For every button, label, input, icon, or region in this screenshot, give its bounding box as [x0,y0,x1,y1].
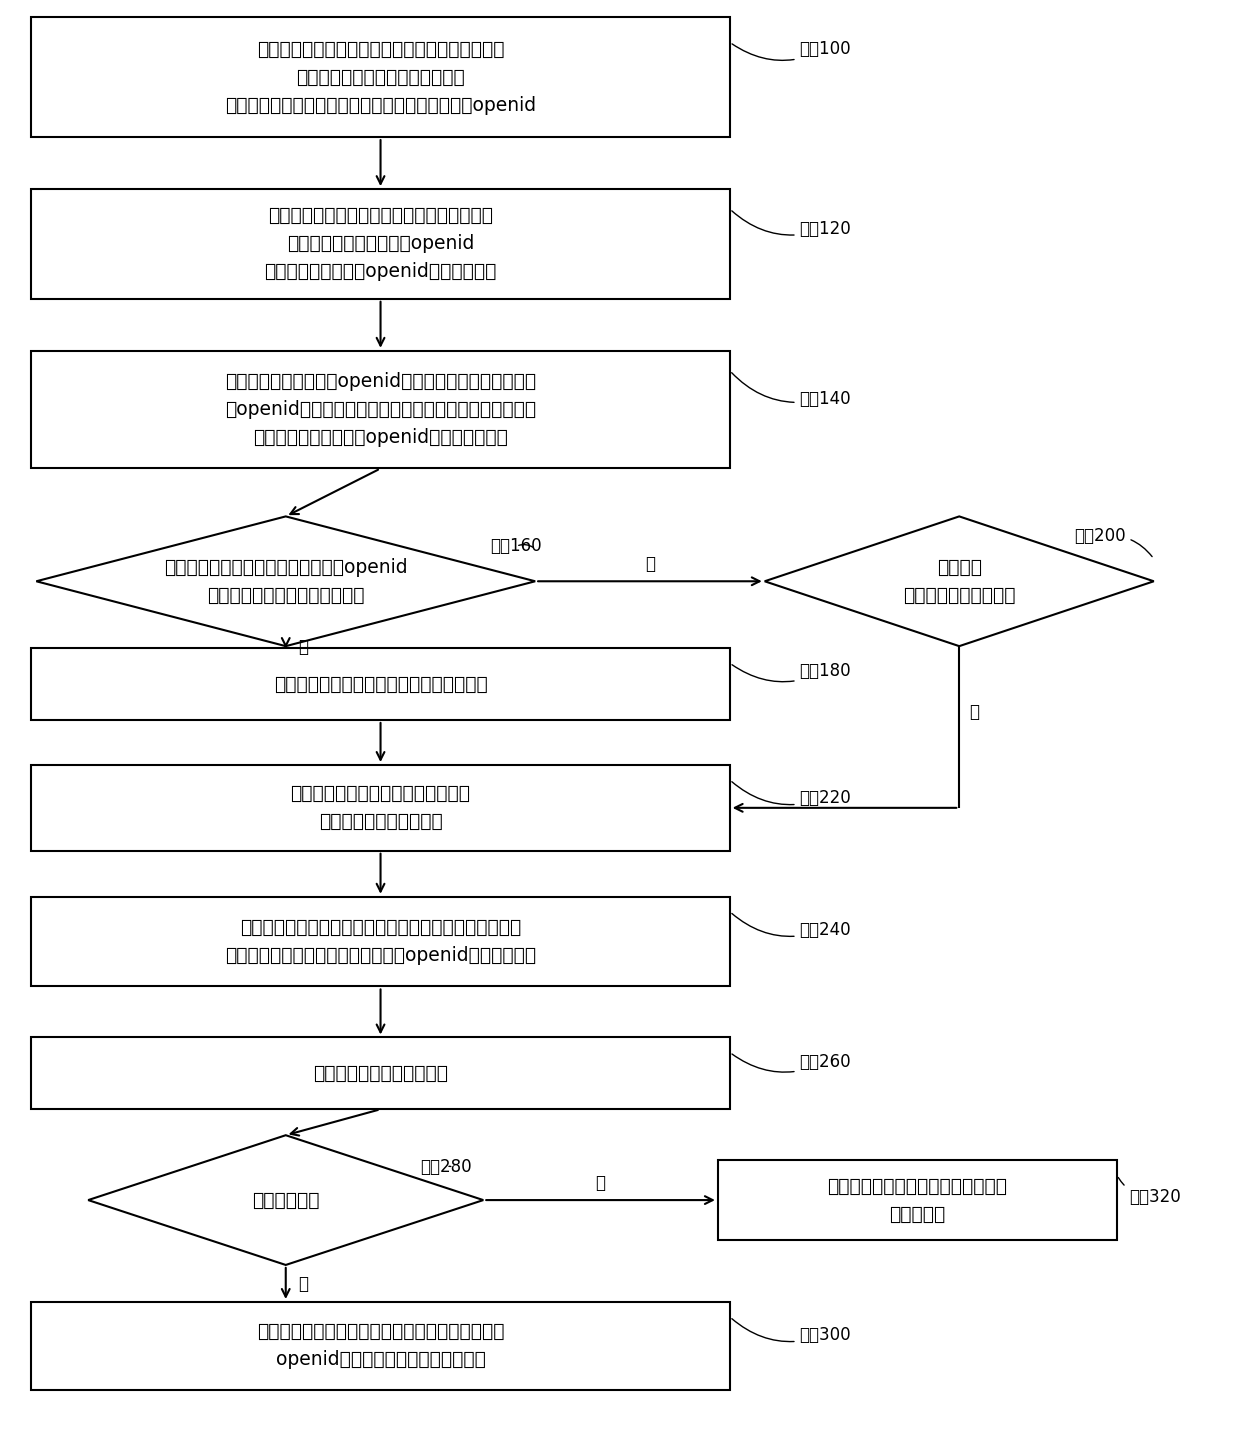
Text: 步骤220: 步骤220 [732,782,852,807]
Text: 否: 否 [645,555,655,573]
Polygon shape [36,516,536,646]
Text: 步骤120: 步骤120 [732,211,852,239]
Text: 步骤280: 步骤280 [420,1158,472,1176]
Text: 步骤140: 步骤140 [732,373,851,408]
Text: 门禁应用服务器向门禁控制器发送开锁指令: 门禁应用服务器向门禁控制器发送开锁指令 [274,675,487,694]
Text: 门禁应用服务器接收用户终端设备通过微信客户端
扫描门禁二维码发送的开门请求，
该开门请求包括公众号标识、门禁标识，以及用户openid: 门禁应用服务器接收用户终端设备通过微信客户端 扫描门禁二维码发送的开门请求， 该… [224,39,536,114]
Text: 是: 是 [298,1275,308,1293]
Text: 审核是否通过: 审核是否通过 [252,1190,320,1210]
Text: 门禁应用服务器根据该公众号标识的数据接口
向第三方服务器发送用户openid
请求返回关联该用户openid的权限物信息: 门禁应用服务器根据该公众号标识的数据接口 向第三方服务器发送用户openid 请… [264,207,497,282]
FancyBboxPatch shape [31,351,730,469]
FancyBboxPatch shape [31,17,730,137]
FancyBboxPatch shape [31,897,730,986]
Text: 第三方服务器审核绑定请求: 第三方服务器审核绑定请求 [312,1064,448,1083]
Text: 步骤180: 步骤180 [732,662,851,681]
Text: 第三方服务器根据绑定请求，建立个人信息、用户
openid、权限物信息之间的关联关系: 第三方服务器根据绑定请求，建立个人信息、用户 openid、权限物信息之间的关联… [257,1322,505,1369]
Text: 步骤300: 步骤300 [732,1319,851,1343]
FancyBboxPatch shape [31,1037,730,1109]
Polygon shape [765,516,1153,646]
Text: 是: 是 [970,703,980,722]
FancyBboxPatch shape [31,648,730,720]
Text: 第三方服务器接收用户终端设备根据绑定地址发送的绑定
请求，绑定请求包括个人信息、用户openid、权限物信息: 第三方服务器接收用户终端设备根据绑定地址发送的绑定 请求，绑定请求包括个人信息、… [224,918,536,964]
Text: 是: 是 [298,638,308,656]
Text: 第三方服务器根据用户openid查询已存储的个人信息、用
户openid、以及权限物信息之间的关联关系，并向门禁应
用服务器返回与该用户openid对应权限物信: 第三方服务器根据用户openid查询已存储的个人信息、用 户openid、以及权… [224,372,536,447]
Text: 步骤260: 步骤260 [732,1053,851,1071]
Text: 步骤240: 步骤240 [732,914,851,938]
Text: 否: 否 [595,1174,605,1192]
FancyBboxPatch shape [31,1301,730,1390]
Text: 步骤100: 步骤100 [732,40,851,61]
Text: 门禁应用服务器向用户终端设备发送
第三方服务器的绑定地址: 门禁应用服务器向用户终端设备发送 第三方服务器的绑定地址 [290,784,470,831]
Text: 步骤320: 步骤320 [1118,1177,1180,1206]
FancyBboxPatch shape [31,189,730,299]
Text: 用户是否
已在第三方服务器注册: 用户是否 已在第三方服务器注册 [903,558,1016,604]
Text: 向门禁应用服务器或用户终端设备发
送提示信息: 向门禁应用服务器或用户终端设备发 送提示信息 [827,1177,1007,1223]
Text: 步骤200: 步骤200 [1074,528,1152,557]
Polygon shape [88,1135,484,1265]
Text: 根据权限物信息返回结果判断该用户openid
是否具有与门禁标识一致的权限: 根据权限物信息返回结果判断该用户openid 是否具有与门禁标识一致的权限 [164,558,408,604]
FancyBboxPatch shape [718,1160,1117,1241]
Text: 步骤160: 步骤160 [490,538,542,555]
FancyBboxPatch shape [31,765,730,850]
